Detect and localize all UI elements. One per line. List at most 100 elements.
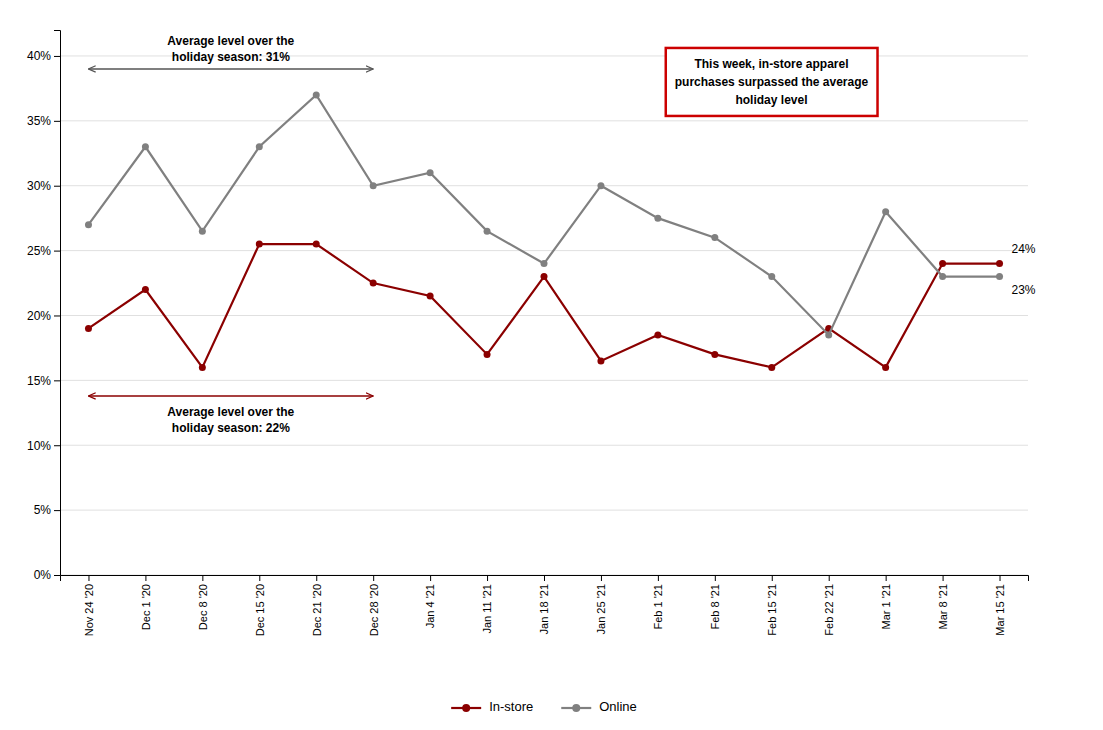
- x-tick-label: Dec 15 '20: [254, 584, 266, 636]
- value-labels: 24%23%: [1012, 242, 1036, 297]
- y-tick-label: 15%: [27, 374, 51, 388]
- annotation-text: Average level over theholiday season: 22…: [167, 405, 294, 435]
- point: [199, 364, 206, 371]
- point: [313, 241, 320, 248]
- point: [427, 293, 434, 300]
- y-axis-line: [54, 31, 61, 576]
- series: [85, 91, 1003, 338]
- y-tick-label: 25%: [27, 244, 51, 258]
- x-tick-mark: [373, 575, 374, 581]
- marks: [85, 91, 1003, 371]
- point: [654, 331, 661, 338]
- x-tick-mark: [829, 575, 830, 581]
- x-tick: Feb 1 '21: [652, 575, 664, 630]
- y-axis: 0% 5% 10% 15% 20% 25% 30% 35% 40%: [27, 31, 61, 583]
- point: [939, 260, 946, 267]
- y-tick-mark: [54, 445, 60, 446]
- x-tick-label: Feb 22 '21: [823, 584, 835, 636]
- annotation-text: This week, in-store apparelpurchases sur…: [675, 57, 869, 107]
- y-tick-label: 0%: [34, 568, 52, 582]
- x-tick-mark: [658, 575, 659, 581]
- point: [484, 228, 491, 235]
- point: [939, 273, 946, 280]
- x-tick-label: Mar 15 '21: [994, 584, 1006, 636]
- grid-line: [60, 315, 1028, 316]
- x-tick-label: Jan 25 '21: [595, 584, 607, 634]
- x-tick: Jan 4 '21: [424, 575, 436, 628]
- x-tick-mark: [943, 575, 944, 581]
- x-tick-label: Jan 4 '21: [424, 584, 436, 628]
- point: [142, 143, 149, 150]
- x-tick: Feb 15 '21: [766, 575, 778, 636]
- x-tick-mark: [88, 575, 89, 581]
- point: [597, 357, 604, 364]
- y-tick-label: 35%: [27, 114, 51, 128]
- grid: [60, 56, 1028, 575]
- legend-marker: [462, 704, 470, 712]
- y-tick: 5%: [34, 503, 60, 517]
- annotation-line: holiday season: 22%: [172, 421, 290, 435]
- annotation-arrow: [88, 68, 373, 70]
- y-tick: 25%: [27, 244, 60, 258]
- annotation-line: holiday level: [735, 93, 807, 107]
- point: [256, 241, 263, 248]
- x-tick-mark: [772, 575, 773, 581]
- point: [484, 351, 491, 358]
- x-tick-label: Jan 11 '21: [481, 584, 493, 634]
- y-tick-mark: [54, 56, 60, 57]
- point: [711, 234, 718, 241]
- y-tick-mark: [54, 186, 60, 187]
- point: [711, 351, 718, 358]
- x-tick-mark: [259, 575, 260, 581]
- series-line: [88, 95, 999, 335]
- x-tick-mark: [487, 575, 488, 581]
- x-tick-mark: [145, 575, 146, 581]
- point: [882, 208, 889, 215]
- point: [370, 280, 377, 287]
- x-tick: Dec 8 '20: [197, 575, 209, 630]
- x-tick-label: Dec 8 '20: [197, 584, 209, 630]
- x-tick-label: Mar 8 '21: [937, 584, 949, 630]
- x-tick: Dec 28 '20: [368, 575, 380, 636]
- grid-line: [60, 120, 1028, 121]
- x-tick: Mar 15 '21: [994, 575, 1006, 636]
- x-tick-label: Dec 1 '20: [140, 584, 152, 630]
- x-tick-label: Jan 18 '21: [538, 584, 550, 634]
- point: [825, 331, 832, 338]
- x-tick-mark: [202, 575, 203, 581]
- value-label: 23%: [1012, 283, 1036, 297]
- y-tick: 35%: [27, 114, 60, 128]
- x-tick-label: Nov 24 '20: [83, 584, 95, 636]
- y-tick: 0%: [34, 568, 60, 582]
- grid-line: [60, 250, 1028, 251]
- point: [597, 182, 604, 189]
- grid-line: [60, 185, 1028, 186]
- x-tick: Dec 1 '20: [140, 575, 152, 630]
- point: [996, 273, 1003, 280]
- x-tick-label: Dec 28 '20: [368, 584, 380, 636]
- y-tick-label: 10%: [27, 439, 51, 453]
- point: [427, 169, 434, 176]
- y-tick-mark: [54, 510, 60, 511]
- grid-line: [60, 380, 1028, 381]
- annotation-line: holiday season: 31%: [172, 50, 290, 64]
- point: [541, 260, 548, 267]
- x-tick-mark: [886, 575, 887, 581]
- x-tick-mark: [715, 575, 716, 581]
- y-tick-label: 40%: [27, 49, 51, 63]
- x-tick: Jan 25 '21: [595, 575, 607, 634]
- y-tick: 10%: [27, 439, 60, 453]
- point: [85, 325, 92, 332]
- x-tick: Feb 22 '21: [823, 575, 835, 636]
- y-tick: 15%: [27, 374, 60, 388]
- x-tick: Jan 11 '21: [481, 575, 493, 634]
- annotation-text: Average level over theholiday season: 31…: [167, 34, 294, 64]
- y-tick: 20%: [27, 309, 60, 323]
- y-tick-label: 30%: [27, 179, 51, 193]
- point: [313, 91, 320, 98]
- x-tick-mark: [430, 575, 431, 581]
- point: [256, 143, 263, 150]
- x-tick-mark: [316, 575, 317, 581]
- y-tick-mark: [54, 575, 60, 576]
- point: [370, 182, 377, 189]
